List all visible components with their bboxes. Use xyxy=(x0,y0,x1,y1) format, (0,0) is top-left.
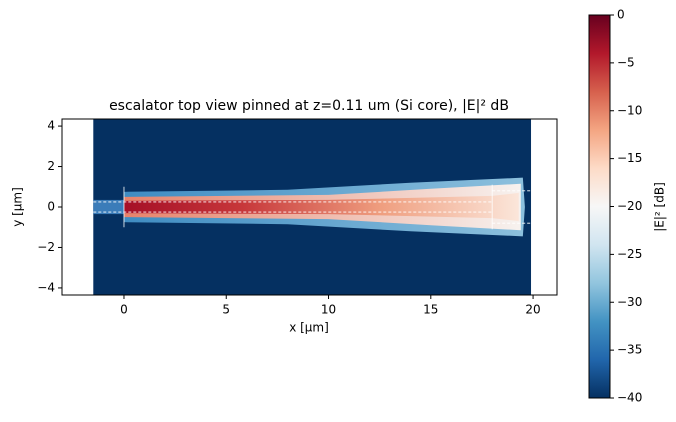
x-axis-label: x [µm] xyxy=(289,321,329,335)
field-core xyxy=(123,192,519,222)
chart-title: escalator top view pinned at z=0.11 um (… xyxy=(109,98,509,114)
x-tick-label: 10 xyxy=(321,303,336,317)
colorbar-label: |E|² [dB] xyxy=(653,182,667,232)
colorbar-tick-label: −5 xyxy=(617,55,635,69)
y-axis-label: y [µm] xyxy=(11,187,25,227)
y-tick-label: 4 xyxy=(47,119,55,133)
colorbar-tick-label: −15 xyxy=(617,151,642,165)
colorbar-tick-label: −25 xyxy=(617,247,642,261)
x-tick-label: 20 xyxy=(525,303,540,317)
colorbar-tick-label: −35 xyxy=(617,343,642,357)
y-tick-label: −2 xyxy=(37,240,55,254)
x-tick-label: 15 xyxy=(423,303,438,317)
y-tick-label: 2 xyxy=(47,159,55,173)
x-tick-label: 0 xyxy=(120,303,128,317)
colorbar-tick-label: −20 xyxy=(617,199,642,213)
colorbar-tick-label: −30 xyxy=(617,295,642,309)
colorbar xyxy=(588,14,611,399)
colorbar-tick-label: −40 xyxy=(617,391,642,405)
input-waveguide xyxy=(93,199,124,215)
x-tick-label: 5 xyxy=(222,303,230,317)
field-image xyxy=(93,119,534,295)
colorbar-tick-label: 0 xyxy=(617,8,625,22)
y-tick-label: 0 xyxy=(47,200,55,214)
colorbar-tick-label: −10 xyxy=(617,103,642,117)
y-tick-label: −4 xyxy=(37,280,55,294)
